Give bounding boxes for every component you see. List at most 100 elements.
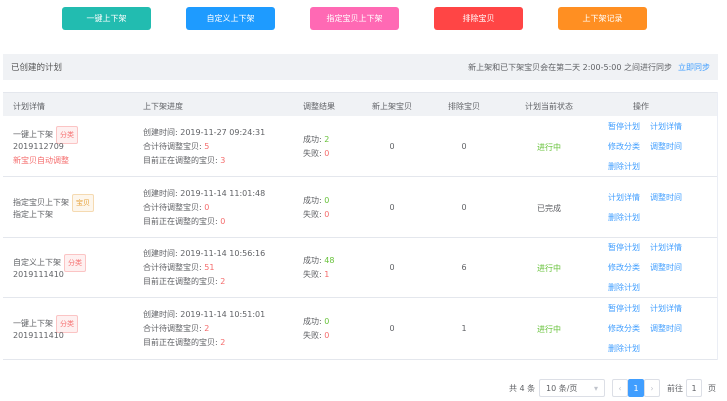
current-label: 目前正在调整的宝贝: <box>143 155 221 165</box>
plan-status: 进行中 <box>537 264 561 273</box>
fail-count: 1 <box>324 270 330 279</box>
op-link[interactable]: 修改分类 <box>608 324 640 333</box>
next-page-button[interactable]: › <box>644 379 660 397</box>
op-link[interactable]: 计划详情 <box>650 121 682 131</box>
column-header-5: 计划当前状态 <box>525 102 573 111</box>
op-link[interactable]: 暂停计划 <box>608 121 640 131</box>
sync-now-link[interactable]: 立即同步 <box>678 62 710 72</box>
op-link[interactable]: 计划详情 <box>608 192 640 202</box>
total-label: 合计待调整宝贝: <box>143 324 205 333</box>
success-count: 0 <box>324 195 330 205</box>
plan-type-tag: 分类 <box>56 315 78 333</box>
success-label: 成功: <box>303 256 325 265</box>
current-count: 3 <box>220 155 226 165</box>
op-link[interactable]: 调整时间 <box>650 141 682 151</box>
op-link[interactable]: 暂停计划 <box>608 243 640 252</box>
fail-count: 0 <box>324 209 330 219</box>
created-time: 2019-11-14 11:01:48 <box>180 188 266 198</box>
success-count: 48 <box>324 256 335 265</box>
excluded-items-count: 6 <box>461 263 467 272</box>
created-label: 创建时间: <box>143 310 181 319</box>
column-header-2: 调整结果 <box>303 102 335 111</box>
op-link[interactable]: 调整时间 <box>650 324 682 333</box>
fail-count: 0 <box>324 148 330 158</box>
success-label: 成功: <box>303 134 325 144</box>
new-items-count: 0 <box>389 324 395 333</box>
op-link[interactable]: 删除计划 <box>608 161 640 171</box>
column-header-6: 操作 <box>633 102 649 111</box>
total-count: 5 <box>204 141 210 151</box>
goto-page-input[interactable]: 1 <box>686 379 702 397</box>
success-count: 2 <box>324 134 330 144</box>
current-label: 目前正在调整的宝贝: <box>143 338 221 347</box>
table-row: 指定宝贝上下架 宝贝 指定上下架 创建时间: 2019-11-14 11:01:4… <box>3 177 717 238</box>
total-count: 2 <box>204 324 210 333</box>
op-link[interactable]: 删除计划 <box>608 344 640 353</box>
total-count: 51 <box>204 263 215 272</box>
plan-status: 进行中 <box>537 142 561 152</box>
toolbar-button-4[interactable]: 上下架记录 <box>558 7 647 30</box>
fail-label: 失败: <box>303 148 325 158</box>
created-label: 创建时间: <box>143 188 181 198</box>
new-items-count: 0 <box>389 202 395 212</box>
prev-page-button[interactable]: ‹ <box>612 379 628 397</box>
success-count: 0 <box>324 317 330 326</box>
section-title: 已创建的计划 <box>11 63 63 73</box>
toolbar-button-3[interactable]: 排除宝贝 <box>434 7 523 30</box>
section-header: 已创建的计划 新上架和已下架宝贝会在第二天 2:00-5:00 之间进行同步 立即… <box>3 54 718 80</box>
plan-status: 已完成 <box>537 203 561 213</box>
op-link[interactable]: 暂停计划 <box>608 304 640 313</box>
op-link[interactable]: 调整时间 <box>650 263 682 272</box>
plan-type-tag: 宝贝 <box>72 193 94 212</box>
success-label: 成功: <box>303 317 325 326</box>
total-label: 合计待调整宝贝: <box>143 263 205 272</box>
plan-note: 新宝贝自动调整 <box>13 155 69 165</box>
current-count: 0 <box>220 216 226 226</box>
plan-name: 一键上下架 <box>13 319 53 328</box>
chevron-left-icon: ‹ <box>618 383 622 393</box>
created-time: 2019-11-14 10:51:01 <box>180 310 266 319</box>
table-header: 计划详情 上下架进度 调整结果 新上架宝贝 排除宝贝 计划当前状态 操作 <box>3 92 717 116</box>
page-unit: 页 <box>708 383 716 393</box>
page-size-select[interactable]: 10 条/页 ▾ <box>539 379 605 397</box>
created-time: 2019-11-27 09:24:31 <box>180 127 266 137</box>
toolbar-button-2[interactable]: 指定宝贝上下架 <box>310 7 399 30</box>
created-label: 创建时间: <box>143 249 181 258</box>
created-time: 2019-11-14 10:56:16 <box>180 249 266 258</box>
page-size-value: 10 条/页 <box>546 383 578 393</box>
op-link[interactable]: 删除计划 <box>608 283 640 292</box>
op-link[interactable]: 修改分类 <box>608 263 640 272</box>
excluded-items-count: 0 <box>461 141 467 151</box>
plan-sub: 2019111410 <box>13 331 64 340</box>
plan-name: 指定宝贝上下架 <box>13 197 69 207</box>
column-header-1: 上下架进度 <box>143 102 183 111</box>
plan-sub: 2019112709 <box>13 141 64 151</box>
op-link[interactable]: 调整时间 <box>650 192 682 202</box>
excluded-items-count: 1 <box>461 324 467 333</box>
new-items-count: 0 <box>389 141 395 151</box>
toolbar-button-1[interactable]: 自定义上下架 <box>186 7 275 30</box>
op-link[interactable]: 计划详情 <box>650 243 682 252</box>
plan-sub: 指定上下架 <box>13 209 53 219</box>
column-header-3: 新上架宝贝 <box>372 102 412 111</box>
table-row: 一键上下架 分类 2019111410 创建时间: 2019-11-14 10:5… <box>3 298 717 360</box>
plan-name: 一键上下架 <box>13 129 53 139</box>
page-1-button[interactable]: 1 <box>628 379 644 397</box>
table-row: 一键上下架 分类 2019112709 新宝贝自动调整 创建时间: 2019-11… <box>3 116 717 177</box>
plan-type-tag: 分类 <box>64 254 86 272</box>
total-count: 0 <box>204 202 210 212</box>
table-row: 自定义上下架 分类 2019111410 创建时间: 2019-11-14 10:… <box>3 238 717 298</box>
current-label: 目前正在调整的宝贝: <box>143 277 221 286</box>
chevron-right-icon: › <box>650 383 654 393</box>
excluded-items-count: 0 <box>461 202 467 212</box>
sync-notice: 新上架和已下架宝贝会在第二天 2:00-5:00 之间进行同步 <box>468 62 672 72</box>
op-link[interactable]: 修改分类 <box>608 141 640 151</box>
total-label: 合计待调整宝贝: <box>143 141 205 151</box>
toolbar-button-0[interactable]: 一键上下架 <box>62 7 151 30</box>
goto-label: 前往 <box>667 383 683 393</box>
op-link[interactable]: 删除计划 <box>608 212 640 222</box>
op-link[interactable]: 计划详情 <box>650 304 682 313</box>
column-header-4: 排除宝贝 <box>448 102 480 111</box>
current-count: 2 <box>220 338 226 347</box>
new-items-count: 0 <box>389 263 395 272</box>
